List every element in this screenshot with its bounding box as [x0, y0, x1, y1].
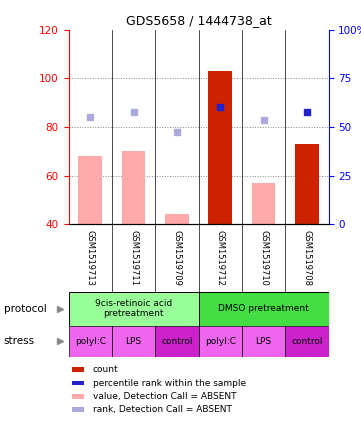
Bar — [71, 394, 84, 398]
Text: stress: stress — [4, 336, 35, 346]
Text: GSM1519709: GSM1519709 — [173, 230, 181, 286]
Text: polyI:C: polyI:C — [205, 337, 236, 346]
Bar — [71, 407, 84, 412]
Text: DMSO pretreatment: DMSO pretreatment — [218, 304, 309, 313]
Bar — [155, 326, 199, 357]
Text: GSM1519713: GSM1519713 — [86, 230, 95, 286]
Title: GDS5658 / 1444738_at: GDS5658 / 1444738_at — [126, 14, 271, 27]
Text: control: control — [161, 337, 193, 346]
Text: protocol: protocol — [4, 304, 46, 314]
Bar — [122, 151, 145, 224]
Bar — [252, 183, 275, 224]
Bar — [242, 326, 285, 357]
Bar — [71, 381, 84, 385]
Text: value, Detection Call = ABSENT: value, Detection Call = ABSENT — [92, 392, 236, 401]
Bar — [285, 326, 329, 357]
Text: GSM1519708: GSM1519708 — [303, 230, 311, 286]
Bar — [71, 368, 84, 372]
Text: LPS: LPS — [126, 337, 142, 346]
Bar — [199, 292, 329, 326]
Bar — [295, 144, 319, 224]
Bar — [208, 71, 232, 224]
Bar — [78, 156, 102, 224]
Bar — [165, 214, 189, 224]
Bar — [69, 326, 112, 357]
Text: control: control — [291, 337, 323, 346]
Text: GSM1519712: GSM1519712 — [216, 230, 225, 286]
Bar — [69, 292, 199, 326]
Text: GSM1519710: GSM1519710 — [259, 230, 268, 286]
Text: rank, Detection Call = ABSENT: rank, Detection Call = ABSENT — [92, 405, 231, 414]
Bar — [199, 326, 242, 357]
Text: LPS: LPS — [256, 337, 271, 346]
Text: polyI:C: polyI:C — [75, 337, 106, 346]
Text: count: count — [92, 365, 118, 374]
Text: 9cis-retinoic acid
pretreatment: 9cis-retinoic acid pretreatment — [95, 299, 172, 319]
Bar — [112, 326, 155, 357]
Text: GSM1519711: GSM1519711 — [129, 230, 138, 286]
Text: percentile rank within the sample: percentile rank within the sample — [92, 379, 246, 387]
